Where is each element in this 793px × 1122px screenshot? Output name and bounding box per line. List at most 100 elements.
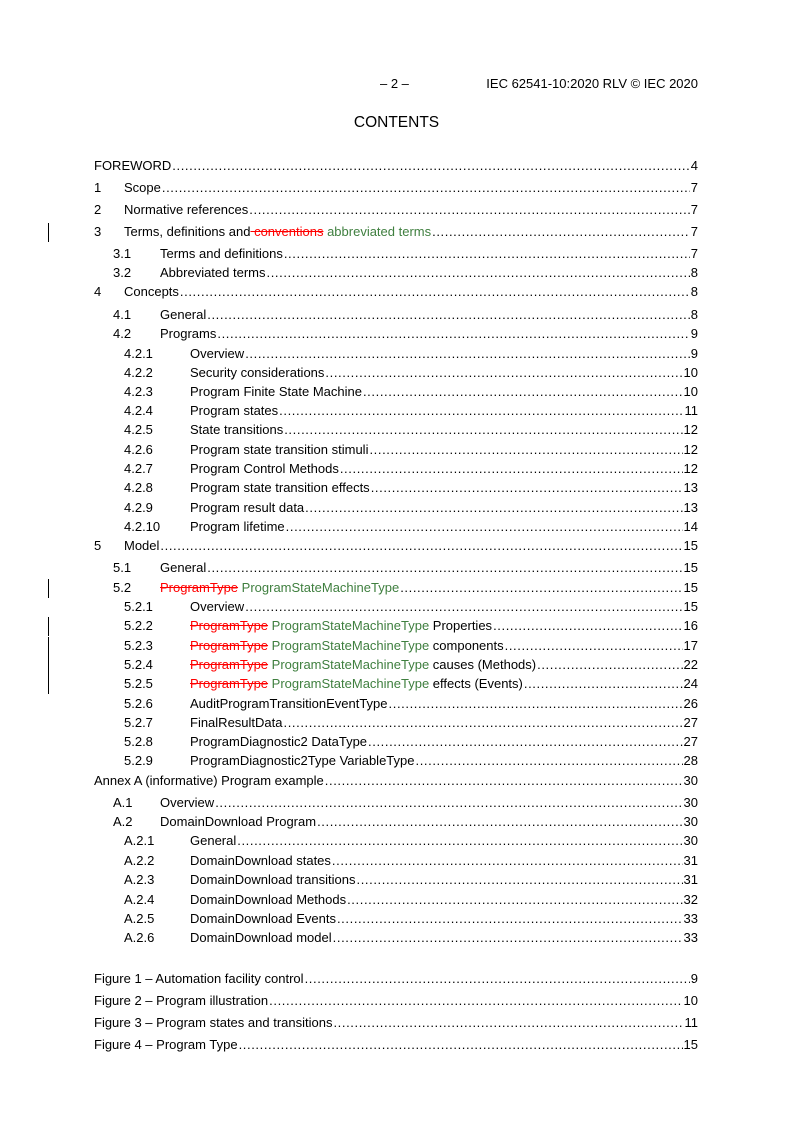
toc-entry[interactable]: 1 Scope 7: [94, 180, 698, 196]
title-text: Figure 2 – Program illustration: [94, 993, 269, 1008]
toc-entry[interactable]: FOREWORD 4: [94, 158, 698, 174]
toc-entry[interactable]: 4.2.6 Program state transition stimuli 12: [124, 442, 698, 458]
dot-leader: [207, 560, 682, 576]
toc-entry-number: 4.2: [113, 326, 132, 341]
inserted-text: abbreviated terms: [323, 224, 432, 239]
toc-entry[interactable]: 5.2.3 ProgramType ProgramStateMachineType…: [124, 638, 698, 654]
title-text: ProgramDiagnostic2 DataType: [190, 734, 368, 749]
toc-entry-number: A.2.3: [124, 872, 155, 887]
dot-leader: [368, 734, 683, 750]
toc-entry[interactable]: 4.2.4 Program states 11: [124, 403, 698, 419]
toc-entry-number: 5.2.4: [124, 657, 153, 672]
toc-entry[interactable]: 5.2.5 ProgramType ProgramStateMachineType…: [124, 676, 698, 692]
toc-entry-title: Programs: [160, 326, 216, 342]
toc-entry[interactable]: 4.2.5 State transitions 12: [124, 422, 698, 438]
toc-entry[interactable]: 5.2.7 FinalResultData 27: [124, 715, 698, 731]
toc-entry[interactable]: 3 Terms, definitions and conventions abbr…: [94, 224, 698, 240]
toc-entry[interactable]: 5.2.9 ProgramDiagnostic2Type VariableType…: [124, 753, 698, 769]
toc-entry-number: A.2.5: [124, 911, 155, 926]
dot-leader: [305, 971, 690, 987]
toc-entry-title: Program Control Methods: [190, 461, 339, 477]
toc-entry-number: 4.2.1: [124, 346, 153, 361]
title-text: effects (Events): [429, 676, 523, 691]
toc-entry[interactable]: 5.2.4 ProgramType ProgramStateMachineType…: [124, 657, 698, 673]
page-title: CONTENTS: [353, 114, 440, 131]
dot-leader: [207, 307, 690, 323]
toc-entry-title: ProgramDiagnostic2 DataType: [190, 734, 367, 750]
toc-entry[interactable]: 4.2 Programs 9: [113, 326, 698, 342]
toc-entry[interactable]: 5 Model 15: [94, 538, 698, 554]
toc-entry[interactable]: Figure 4 – Program Type 15: [94, 1037, 698, 1053]
toc-entry-number: 4.2.5: [124, 422, 153, 437]
title-text: General: [190, 833, 237, 848]
toc-entry-number: 5.2.7: [124, 715, 153, 730]
toc-entry-title: Program states: [190, 403, 278, 419]
page-number: – 2 –: [380, 76, 409, 91]
toc-entry-number: 1: [94, 180, 102, 195]
toc-entry[interactable]: 5.2.2 ProgramType ProgramStateMachineType…: [124, 618, 698, 634]
toc-entry-page: 22: [683, 657, 698, 672]
toc-entry[interactable]: A.2.1 General 30: [124, 833, 698, 849]
toc-entry-page: 12: [683, 442, 698, 457]
toc-entry[interactable]: 3.1 Terms and definitions 7: [113, 246, 698, 262]
toc-entry-page: 12: [683, 461, 698, 476]
toc-entry[interactable]: 4.2.7 Program Control Methods 12: [124, 461, 698, 477]
toc-entry-number: 4.2.4: [124, 403, 153, 418]
toc-entry-title: Model: [124, 538, 159, 554]
toc-entry-title: Overview: [190, 346, 244, 362]
toc-entry-page: 30: [683, 773, 698, 788]
change-bar: [48, 579, 49, 598]
toc-entry[interactable]: A.2.2 DomainDownload states 31: [124, 853, 698, 869]
toc-entry[interactable]: 4.2.8 Program state transition effects 13: [124, 480, 698, 496]
toc-entry[interactable]: 5.1 General 15: [113, 560, 698, 576]
toc-entry[interactable]: 5.2.8 ProgramDiagnostic2 DataType 27: [124, 734, 698, 750]
toc-entry[interactable]: 4.2.2 Security considerations 10: [124, 365, 698, 381]
dot-leader: [162, 180, 690, 196]
toc-entry[interactable]: A.2 DomainDownload Program 30: [113, 814, 698, 830]
toc-entry-title: AuditProgramTransitionEventType: [190, 696, 388, 712]
toc-entry-page: 9: [690, 346, 698, 361]
toc-entry[interactable]: 4.2.3 Program Finite State Machine 10: [124, 384, 698, 400]
toc-entry-page: 15: [683, 560, 698, 575]
toc-entry-number: 4: [94, 284, 102, 299]
toc-entry[interactable]: A.2.6 DomainDownload model 33: [124, 930, 698, 946]
toc-entry-title: ProgramType ProgramStateMachineType caus…: [190, 657, 536, 673]
toc-entry-title: ProgramType ProgramStateMachineType: [160, 580, 399, 596]
toc-entry-page: 10: [683, 384, 698, 399]
toc-entry[interactable]: Annex A (informative) Program example 30: [94, 773, 698, 789]
toc-entry[interactable]: 5.2 ProgramType ProgramStateMachineType 1…: [113, 580, 698, 596]
toc-entry[interactable]: 4.2.10 Program lifetime 14: [124, 519, 698, 535]
toc-entry[interactable]: A.2.4 DomainDownload Methods 32: [124, 892, 698, 908]
toc-entry-page: 13: [683, 480, 698, 495]
toc-entry[interactable]: A.1 Overview 30: [113, 795, 698, 811]
toc-entry-number: 4.2.6: [124, 442, 153, 457]
dot-leader: [239, 1037, 683, 1053]
dot-leader: [284, 246, 690, 262]
toc-entry-page: 15: [683, 580, 698, 595]
toc-entry[interactable]: A.2.5 DomainDownload Events 33: [124, 911, 698, 927]
toc-entry[interactable]: 4.1 General 8: [113, 307, 698, 323]
title-text: DomainDownload Methods: [190, 892, 347, 907]
toc-entry-number: 2: [94, 202, 102, 217]
toc-entry[interactable]: 3.2 Abbreviated terms 8: [113, 265, 698, 281]
dot-leader: [237, 833, 682, 849]
toc-entry[interactable]: 5.2.1 Overview 15: [124, 599, 698, 615]
toc-entry[interactable]: 2 Normative references 7: [94, 202, 698, 218]
toc-entry-page: 13: [683, 500, 698, 515]
toc-entry[interactable]: 4.2.9 Program result data 13: [124, 500, 698, 516]
toc-entry[interactable]: 4.2.1 Overview 9: [124, 346, 698, 362]
title-text: Overview: [160, 795, 215, 810]
toc-entry[interactable]: Figure 2 – Program illustration 10: [94, 993, 698, 1009]
toc-entry[interactable]: 5.2.6 AuditProgramTransitionEventType 26: [124, 696, 698, 712]
toc-entry[interactable]: Figure 3 – Program states and transition…: [94, 1015, 698, 1031]
toc-entry-title: General: [160, 560, 206, 576]
toc-entry[interactable]: Figure 1 – Automation facility control 9: [94, 971, 698, 987]
toc-entry-number: 3.2: [113, 265, 132, 280]
title-text: Program result data: [190, 500, 305, 515]
toc-entry[interactable]: A.2.3 DomainDownload transitions 31: [124, 872, 698, 888]
toc-entry-title: DomainDownload Events: [190, 911, 336, 927]
dot-leader: [172, 158, 689, 174]
toc-entry-title: Scope: [124, 180, 161, 196]
toc-entry-title: Overview: [190, 599, 244, 615]
toc-entry[interactable]: 4 Concepts 8: [94, 284, 698, 300]
